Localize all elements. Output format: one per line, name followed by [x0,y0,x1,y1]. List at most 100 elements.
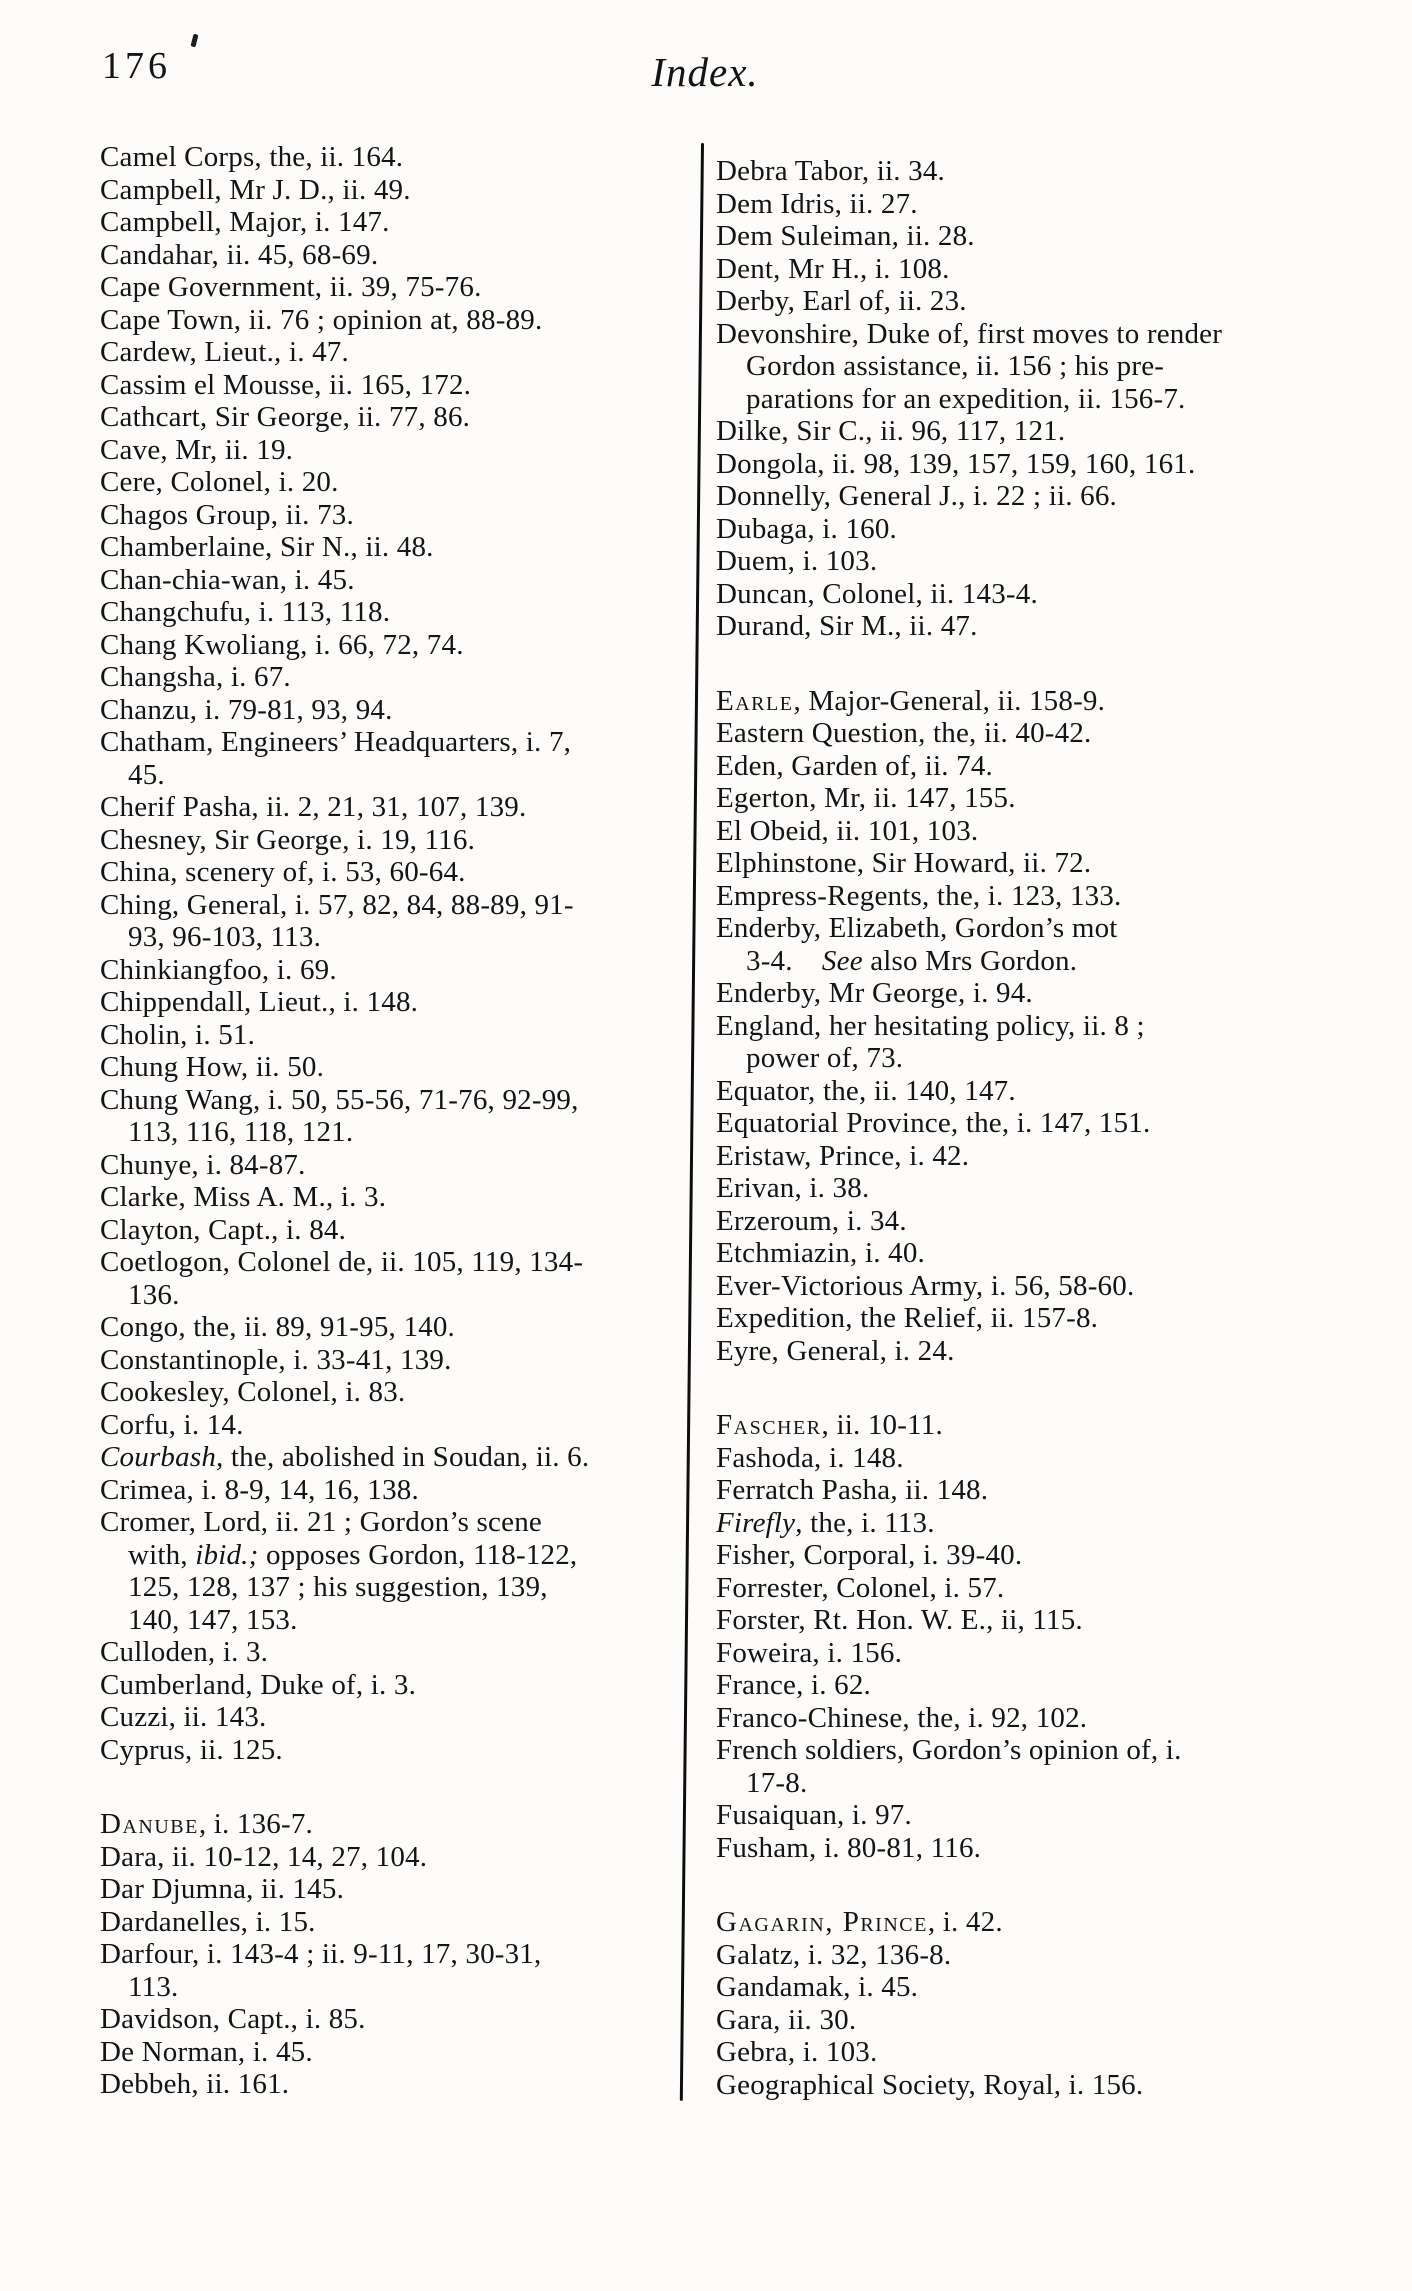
entry-text: Changsha, i. 67. [100,661,291,693]
entry-text: Etchmiazin, i. 40. [716,1237,925,1269]
entry-text: Darfour, i. 143-4 ; ii. 9-11, 17, 30-31, [100,1938,542,1970]
entry-text: Erivan, i. 38. [716,1172,870,1204]
entry-text: Ching, General, i. 57, 82, 84, 88-89, 91… [100,888,574,921]
italic-term: See [821,944,863,977]
entry-text: Chung Wang, i. 50, 55-56, 71-76, 92-99, [100,1083,579,1116]
index-entry-line: Fascher, ii. 10-11. [716,1409,1334,1442]
entry-text: power of, 73. [746,1042,904,1074]
index-entry-line: with, ibid.; opposes Gordon, 118-122, [128,1539,665,1572]
index-entry-line: Campbell, Mr J. D., ii. 49. [100,174,665,207]
index-entry-line: Cuzzi, ii. 143. [100,1701,665,1734]
entry-text: Camel Corps, the, ii. 164. [100,141,404,173]
index-entry-line: Equator, the, ii. 140, 147. [716,1075,1334,1108]
index-entry-line: France, i. 62. [716,1669,1334,1702]
index-entry-line: Cape Town, ii. 76 ; opinion at, 88-89. [100,304,665,337]
index-column-right: Debra Tabor, ii. 34. Dem Idris, ii. 27. De… [716,155,1334,2101]
entry-text: Dongola, ii. 98, 139, 157, 159, 160, 161… [716,447,1196,480]
entry-text: England, her hesitating policy, ii. 8 ; [716,1009,1145,1042]
index-entry-line: Chamberlaine, Sir N., ii. 48. [100,531,665,564]
index-entry-line: Duem, i. 103. [716,545,1334,578]
entry-text: Cromer, Lord, ii. 21 ; Gordon’s scene [100,1506,542,1538]
index-entry-line: 113, 116, 118, 121. [128,1116,665,1149]
index-entry-line: El Obeid, ii. 101, 103. [716,815,1334,848]
entry-text: Congo, the, ii. 89, 91-95, 140. [100,1311,455,1343]
entry-text: Ever-Victorious Army, i. 56, 58-60. [716,1269,1135,1302]
entry-text: Gara, ii. 30. [716,2003,857,2036]
entry-text: Cumberland, Duke of, i. 3. [100,1668,417,1701]
index-entry-line: Darfour, i. 143-4 ; ii. 9-11, 17, 30-31, [100,1938,665,1971]
index-entry-line: Dem Suleiman, ii. 28. [716,220,1334,253]
index-entry-line: Constantinople, i. 33-41, 139. [100,1344,665,1377]
entry-text: Galatz, i. 32, 136-8. [716,1938,952,1971]
entry-text: Eastern Question, the, ii. 40-42. [716,717,1092,749]
entry-text: , i. 136-7. [198,1808,314,1840]
index-entry-line: Devonshire, Duke of, first moves to rend… [716,318,1334,351]
entry-text: Chinkiangfoo, i. 69. [100,953,337,986]
entry-text: Debra Tabor, ii. 34. [716,155,945,187]
entry-text: Fusham, i. 80-81, 116. [716,1831,982,1864]
entry-text: Eyre, General, i. 24. [716,1334,955,1367]
index-entry-line: Derby, Earl of, ii. 23. [716,285,1334,318]
index-entry-line: 125, 128, 137 ; his suggestion, 139, [128,1571,665,1604]
entry-text: parations for an expedition, ii. 156-7. [746,382,1186,415]
entry-text: Dubaga, i. 160. [716,512,897,545]
smallcaps-term: Earle [716,684,794,717]
entry-text: Cholin, i. 51. [100,1018,256,1051]
index-entry-line: Empress-Regents, the, i. 123, 133. [716,880,1334,913]
index-entry-line: Etchmiazin, i. 40. [716,1237,1334,1270]
entry-text: Cape Town, ii. 76 ; opinion at, 88-89. [100,303,543,336]
italic-term: ibid.; [195,1538,259,1571]
entry-text: Chunye, i. 84-87. [100,1148,306,1181]
index-entry-line: China, scenery of, i. 53, 60-64. [100,856,665,889]
index-entry-line: Candahar, ii. 45, 68-69. [100,239,665,272]
index-entry-line: Forrester, Colonel, i. 57. [716,1572,1334,1605]
index-entry-line: Expedition, the Relief, ii. 157-8. [716,1302,1334,1335]
entry-text: Derby, Earl of, ii. 23. [716,285,967,317]
index-entry-line: Duncan, Colonel, ii. 143-4. [716,578,1334,611]
index-entry-line: Egerton, Mr, ii. 147, 155. [716,782,1334,815]
index-entry-line: Enderby, Mr George, i. 94. [716,977,1334,1010]
index-entry-line: Cumberland, Duke of, i. 3. [100,1669,665,1702]
entry-text: Empress-Regents, the, i. 123, 133. [716,879,1122,912]
index-entry-line: Cookesley, Colonel, i. 83. [100,1376,665,1409]
entry-text: Cave, Mr, ii. 19. [100,433,294,466]
entry-text: Campbell, Major, i. 147. [100,206,390,238]
entry-text: Chanzu, i. 79-81, 93, 94. [100,693,393,726]
index-entry-line: Cere, Colonel, i. 20. [100,466,665,499]
index-entry-line: Eden, Garden of, ii. 74. [716,750,1334,783]
index-entry-line: Crimea, i. 8-9, 14, 16, 138. [100,1474,665,1507]
entry-text: Durand, Sir M., ii. 47. [716,610,978,642]
entry-text: Cathcart, Sir George, ii. 77, 86. [100,401,471,433]
entry-text: Cardew, Lieut., i. 47. [100,336,349,368]
entry-text: 93, 96-103, 113. [128,921,322,953]
index-entry-line: Coetlogon, Colonel de, ii. 105, 119, 134… [100,1246,665,1279]
section-gap [100,1766,665,1808]
entry-text: Duem, i. 103. [716,545,878,577]
index-entry-line: Campbell, Major, i. 147. [100,206,665,239]
entry-text: Cape Government, ii. 39, 75-76. [100,271,482,303]
entry-text: Dem Idris, ii. 27. [716,187,918,220]
entry-text: 136. [128,1278,180,1311]
entry-text: 17-8. [746,1766,808,1799]
index-entry-line: Dent, Mr H., i. 108. [716,253,1334,286]
entry-text: Dent, Mr H., i. 108. [716,252,950,285]
index-entry-line: Debbeh, ii. 161. [100,2068,665,2101]
index-entry-line: Gordon assistance, ii. 156 ; his pre- [746,350,1334,383]
entry-text: Debbeh, ii. 161. [100,2068,290,2100]
italic-term: Firefly [716,1506,796,1539]
entry-text: Crimea, i. 8-9, 14, 16, 138. [100,1473,419,1506]
entry-text: 113. [128,1970,179,2003]
entry-text: Gandamak, i. 45. [716,1971,919,2003]
entry-text: Chang Kwoliang, i. 66, 72, 74. [100,628,464,661]
entry-text: , the, i. 113. [795,1506,935,1539]
entry-text: Dar Djumna, ii. 145. [100,1873,345,1905]
page-title: Index. [651,49,759,95]
index-entry-line: Camel Corps, the, ii. 164. [100,141,665,174]
entry-text: 3-4. [746,944,822,977]
entry-text: , i. 42. [927,1906,1003,1938]
entry-text: 113, 116, 118, 121. [128,1116,354,1148]
entry-text: Devonshire, Duke of, first moves to rend… [716,317,1223,350]
index-entry-line: Gebra, i. 103. [716,2036,1334,2069]
index-entry-line: Chang Kwoliang, i. 66, 72, 74. [100,629,665,662]
index-entry-line: Ever-Victorious Army, i. 56, 58-60. [716,1270,1334,1303]
